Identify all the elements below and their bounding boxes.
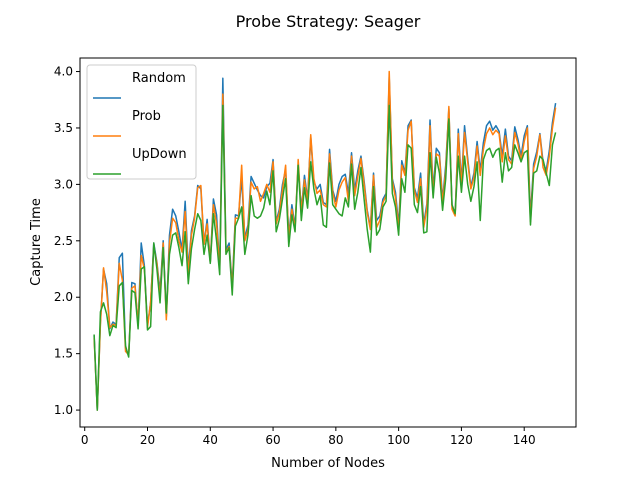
x-tick-label: 0	[81, 433, 89, 447]
legend: Random Prob UpDown	[86, 64, 197, 180]
x-axis: 0 20 40 60 80 100 120 140	[81, 427, 536, 447]
legend-label-random: Random	[132, 71, 186, 86]
legend-label-prob: Prob	[132, 109, 161, 124]
x-tick-label: 60	[265, 433, 280, 447]
y-tick-label: 2.0	[54, 290, 73, 304]
plot-frame	[79, 57, 577, 428]
x-tick-label: 120	[450, 433, 473, 447]
y-tick-label: 1.5	[54, 347, 73, 361]
x-tick-label: 100	[387, 433, 410, 447]
series-line-updown	[93, 104, 557, 411]
y-tick-label: 2.5	[54, 234, 73, 248]
x-tick-label: 140	[513, 433, 536, 447]
legend-label-updown: UpDown	[132, 147, 187, 162]
x-tick-label: 40	[203, 433, 218, 447]
y-axis: 1.0 1.5 2.0 2.5 3.0 3.5 4.0	[54, 65, 80, 417]
x-axis-label: Number of Nodes	[271, 456, 385, 471]
legend-box	[86, 64, 197, 180]
series-lines	[93, 70, 557, 411]
y-tick-label: 1.0	[54, 403, 73, 417]
plot-area: 0 20 40 60 80 100 120 140 1.0 1.5 2.0 2.5 3.0 3.5 4.0	[54, 57, 577, 447]
x-tick-label: 80	[328, 433, 343, 447]
series-line-prob	[93, 70, 557, 411]
x-tick-label: 20	[140, 433, 155, 447]
y-tick-label: 4.0	[54, 65, 73, 79]
y-tick-label: 3.0	[54, 177, 73, 191]
chart-title: Probe Strategy: Seager	[236, 12, 421, 31]
y-tick-label: 3.5	[54, 121, 73, 135]
y-axis-label: Capture Time	[29, 198, 44, 286]
